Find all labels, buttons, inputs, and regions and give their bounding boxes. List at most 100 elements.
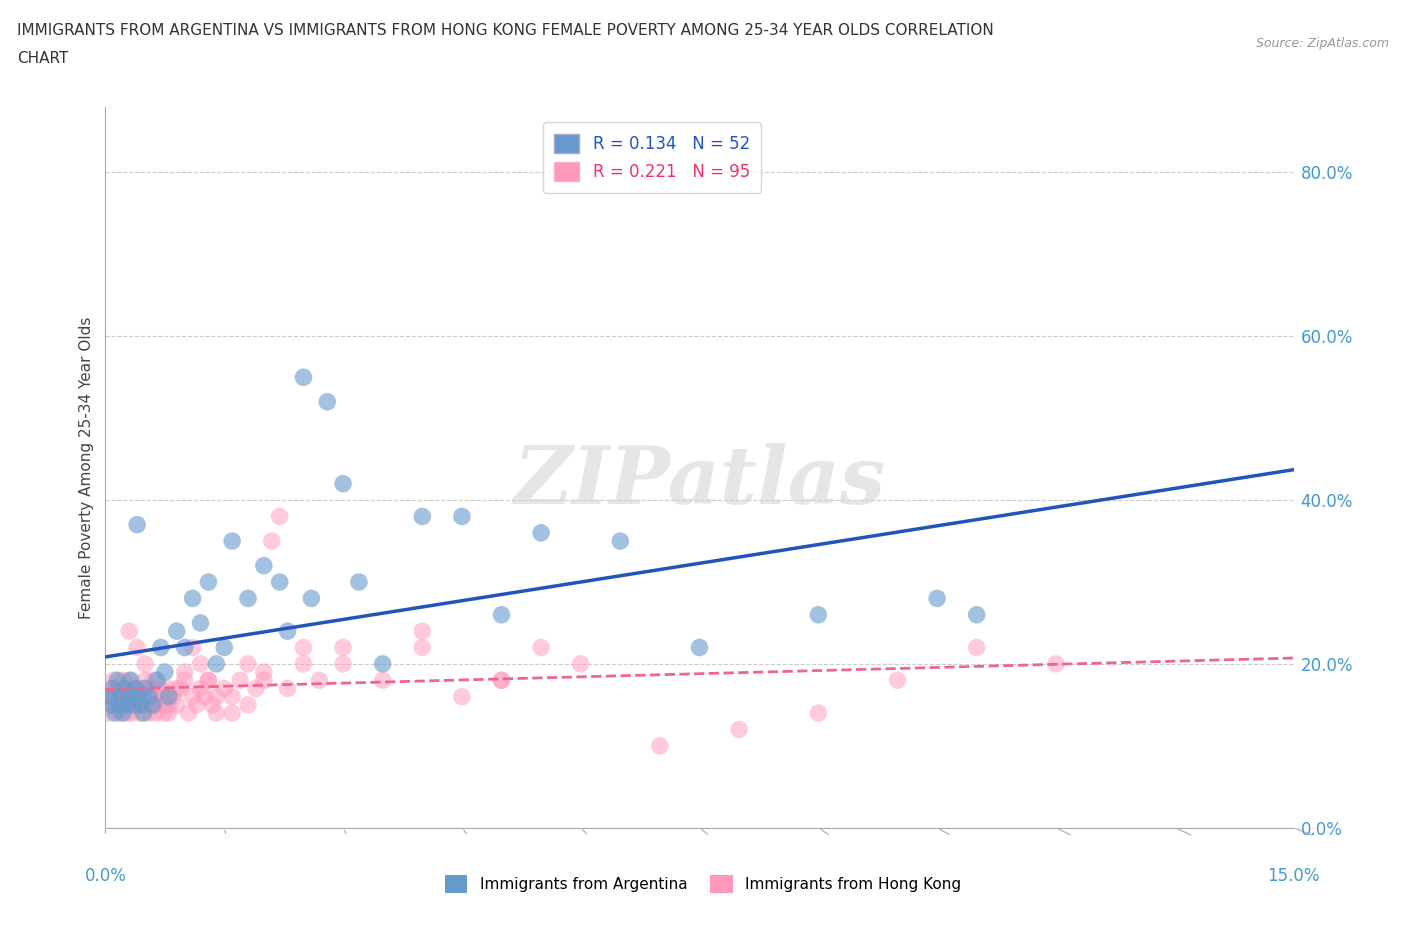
Point bbox=[135, 698, 157, 712]
Point bbox=[253, 665, 276, 680]
Point bbox=[157, 689, 180, 704]
Point bbox=[148, 698, 170, 712]
Point bbox=[450, 689, 472, 704]
Point bbox=[229, 672, 252, 687]
Point bbox=[145, 706, 167, 721]
Point bbox=[153, 706, 176, 721]
Point bbox=[166, 681, 188, 696]
Point bbox=[134, 681, 156, 696]
Point bbox=[609, 534, 631, 549]
Point bbox=[197, 672, 219, 687]
Point bbox=[149, 689, 172, 704]
Point bbox=[98, 689, 121, 704]
Point bbox=[491, 672, 513, 687]
Point bbox=[127, 640, 149, 655]
Point bbox=[277, 624, 299, 639]
Point bbox=[253, 558, 276, 573]
Point bbox=[205, 657, 228, 671]
Point bbox=[253, 672, 276, 687]
Point bbox=[143, 681, 166, 696]
Point bbox=[139, 706, 162, 721]
Point bbox=[450, 509, 472, 524]
Point bbox=[124, 681, 146, 696]
Point bbox=[120, 689, 142, 704]
Point bbox=[648, 738, 671, 753]
Point bbox=[127, 517, 149, 532]
Point bbox=[104, 706, 127, 721]
Point bbox=[136, 681, 159, 696]
Point bbox=[347, 575, 370, 590]
Point bbox=[108, 698, 131, 712]
Text: 0.0%: 0.0% bbox=[84, 867, 127, 884]
Point bbox=[134, 672, 156, 687]
Point bbox=[728, 722, 751, 737]
Point bbox=[411, 509, 433, 524]
Point bbox=[260, 534, 283, 549]
Point bbox=[157, 706, 180, 721]
Point bbox=[201, 698, 224, 712]
Point bbox=[101, 698, 124, 712]
Point bbox=[108, 706, 131, 721]
Point bbox=[141, 689, 163, 704]
Point bbox=[190, 657, 212, 671]
Point bbox=[157, 698, 180, 712]
Point bbox=[186, 698, 208, 712]
Point bbox=[332, 476, 354, 491]
Point bbox=[411, 624, 433, 639]
Point bbox=[115, 681, 138, 696]
Point bbox=[332, 657, 354, 671]
Point bbox=[181, 591, 204, 605]
Point bbox=[927, 591, 949, 605]
Point bbox=[146, 689, 169, 704]
Point bbox=[122, 698, 145, 712]
Point bbox=[221, 534, 243, 549]
Point bbox=[491, 607, 513, 622]
Point bbox=[292, 370, 315, 385]
Legend: R = 0.134   N = 52, R = 0.221   N = 95: R = 0.134 N = 52, R = 0.221 N = 95 bbox=[543, 123, 762, 193]
Point bbox=[371, 657, 394, 671]
Point bbox=[166, 698, 188, 712]
Point bbox=[111, 672, 134, 687]
Point bbox=[142, 672, 165, 687]
Point bbox=[205, 689, 228, 704]
Point bbox=[134, 657, 156, 671]
Point bbox=[530, 640, 553, 655]
Point bbox=[807, 607, 830, 622]
Point bbox=[269, 575, 291, 590]
Point bbox=[269, 509, 291, 524]
Point bbox=[122, 698, 145, 712]
Point bbox=[149, 640, 172, 655]
Point bbox=[117, 698, 139, 712]
Point bbox=[98, 681, 121, 696]
Point bbox=[128, 698, 150, 712]
Point bbox=[1045, 657, 1067, 671]
Point bbox=[807, 706, 830, 721]
Point bbox=[966, 607, 988, 622]
Point bbox=[155, 698, 177, 712]
Point bbox=[104, 689, 127, 704]
Point bbox=[142, 698, 165, 712]
Legend: Immigrants from Argentina, Immigrants from Hong Kong: Immigrants from Argentina, Immigrants fr… bbox=[439, 870, 967, 899]
Point bbox=[152, 689, 174, 704]
Point bbox=[124, 681, 146, 696]
Point bbox=[97, 706, 120, 721]
Point bbox=[236, 591, 259, 605]
Point bbox=[193, 689, 215, 704]
Text: CHART: CHART bbox=[17, 51, 69, 66]
Point bbox=[530, 525, 553, 540]
Point bbox=[114, 681, 136, 696]
Point bbox=[245, 681, 267, 696]
Point bbox=[118, 689, 141, 704]
Point bbox=[107, 681, 129, 696]
Point bbox=[292, 657, 315, 671]
Point bbox=[569, 657, 592, 671]
Point bbox=[177, 706, 200, 721]
Point bbox=[129, 698, 152, 712]
Point bbox=[332, 640, 354, 655]
Point bbox=[689, 640, 711, 655]
Point bbox=[153, 665, 176, 680]
Text: 15.0%: 15.0% bbox=[1267, 867, 1320, 884]
Point bbox=[121, 706, 143, 721]
Point bbox=[131, 681, 153, 696]
Point bbox=[966, 640, 988, 655]
